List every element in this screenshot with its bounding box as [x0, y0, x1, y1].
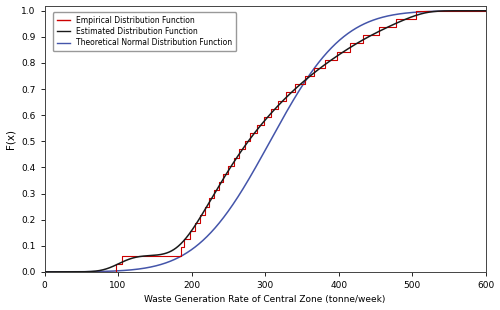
- Legend: Empirical Distribution Function, Estimated Distribution Function, Theoretical No: Empirical Distribution Function, Estimat…: [52, 12, 236, 51]
- X-axis label: Waste Generation Rate of Central Zone (tonne/week): Waste Generation Rate of Central Zone (t…: [144, 295, 386, 304]
- Y-axis label: F(x): F(x): [6, 129, 16, 149]
